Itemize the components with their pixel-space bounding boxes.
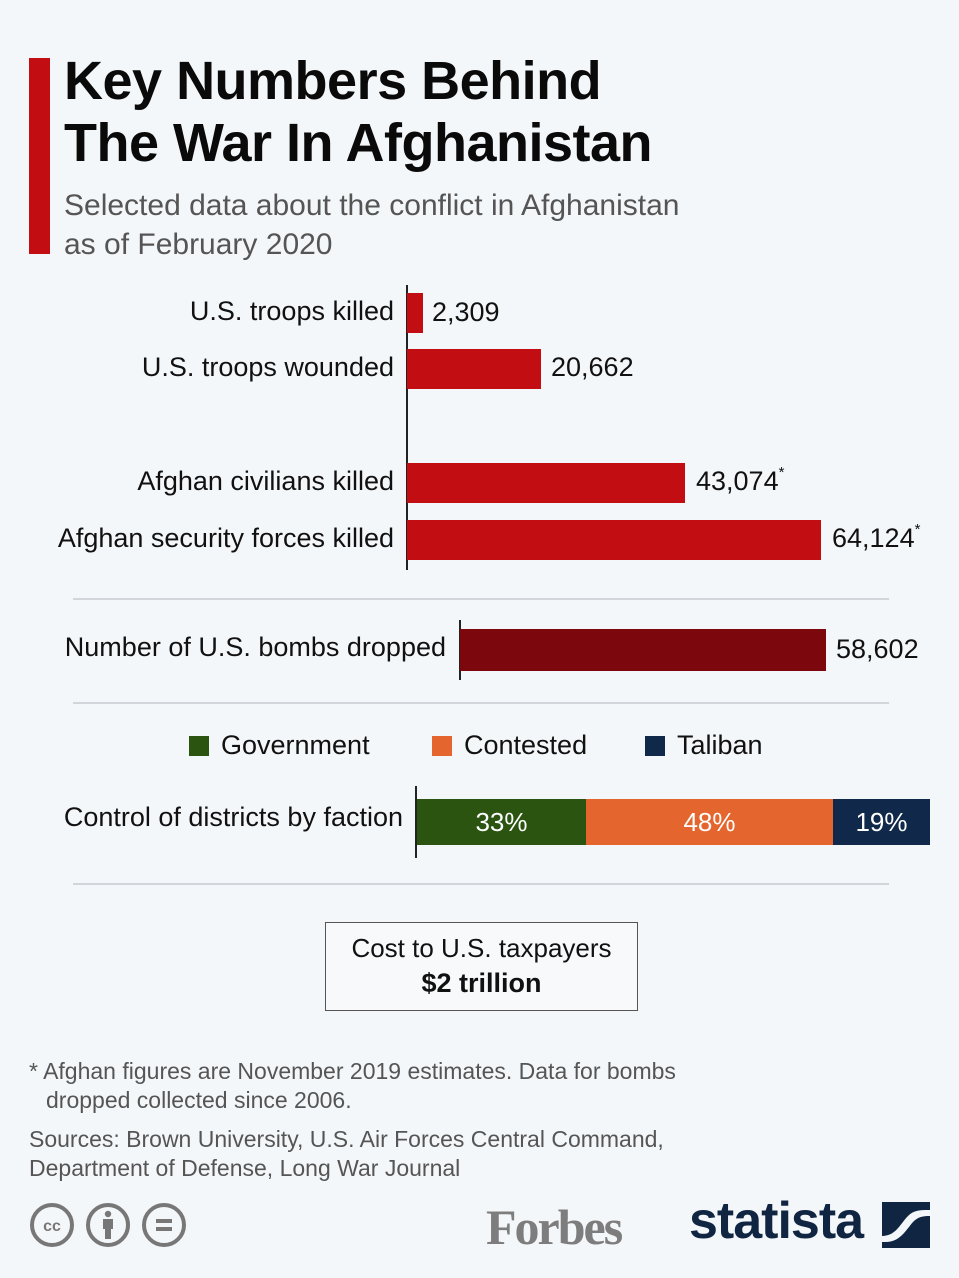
bar-value: 64,124* — [832, 521, 921, 553]
sources-line-1: Sources: Brown University, U.S. Air Forc… — [29, 1126, 664, 1152]
subtitle: Selected data about the conflict in Afgh… — [64, 186, 679, 264]
legend-label: Contested — [464, 730, 588, 760]
segment-taliban: 19% — [833, 799, 930, 845]
footnote-line-1: * Afghan figures are November 2019 estim… — [29, 1058, 676, 1084]
bar-us-troops-wounded — [407, 349, 541, 389]
no-derivatives-icon — [142, 1203, 186, 1247]
cost-label: Cost to U.S. taxpayers — [351, 933, 612, 963]
bar-label: U.S. troops killed — [189, 296, 394, 326]
statista-logo[interactable]: statista — [689, 1192, 864, 1250]
page-title: Key Numbers Behind The War In Afghanista… — [64, 50, 653, 174]
asterisk: * — [914, 521, 921, 538]
taliban-swatch-icon — [645, 735, 665, 756]
license-icons[interactable]: cc — [29, 1202, 187, 1248]
bar-value: 20,662 — [551, 352, 634, 382]
control-stacked-bar: 33% 48% 19% — [417, 799, 930, 845]
divider — [73, 702, 889, 704]
svg-text:cc: cc — [43, 1218, 61, 1235]
subtitle-line-1: Selected data about the conflict in Afgh… — [64, 189, 680, 222]
bar-label: Afghan civilians killed — [137, 466, 394, 496]
segment-government: 33% — [417, 799, 586, 845]
legend-item-contested: Contested — [432, 730, 587, 761]
footnote-line-2: dropped collected since 2006. — [46, 1087, 352, 1113]
bombs-label: Number of U.S. bombs dropped — [64, 632, 446, 662]
legend: Government Contested Taliban — [0, 730, 959, 764]
bar-label: Afghan security forces killed — [57, 523, 394, 553]
forbes-logo: Forbes — [486, 1199, 623, 1255]
bar-label: U.S. troops wounded — [141, 352, 394, 382]
cost-value: $2 trillion — [421, 968, 542, 998]
bar-us-troops-killed — [407, 293, 423, 333]
control-label: Control of districts by faction — [63, 802, 403, 832]
legend-item-government: Government — [189, 730, 370, 761]
title-accent-bar — [29, 58, 50, 254]
bar-value: 43,074* — [696, 464, 785, 496]
bombs-value: 58,602 — [836, 634, 919, 664]
bar-bombs-dropped — [460, 629, 826, 671]
legend-label: Taliban — [677, 730, 763, 760]
divider — [73, 883, 889, 885]
creative-commons-icon: cc — [30, 1203, 74, 1247]
bar-afghan-security-forces-killed — [407, 520, 821, 560]
subtitle-line-2: as of February 2020 — [64, 228, 333, 261]
legend-item-taliban: Taliban — [645, 730, 763, 761]
bar-afghan-civilians-killed — [407, 463, 685, 503]
title-line-1: Key Numbers Behind — [64, 51, 602, 111]
legend-label: Government — [221, 730, 370, 760]
divider — [73, 598, 889, 600]
segment-contested: 48% — [586, 799, 833, 845]
cost-box: Cost to U.S. taxpayers $2 trillion — [325, 922, 638, 1011]
sources: Sources: Brown University, U.S. Air Forc… — [29, 1125, 664, 1183]
bar-value: 2,309 — [432, 297, 500, 327]
asterisk: * — [778, 464, 785, 481]
government-swatch-icon — [189, 735, 209, 756]
sources-line-2: Department of Defense, Long War Journal — [29, 1155, 461, 1181]
footnote: * Afghan figures are November 2019 estim… — [29, 1057, 676, 1115]
contested-swatch-icon — [432, 735, 452, 756]
statista-logo-icon — [882, 1202, 930, 1248]
attribution-icon — [86, 1203, 130, 1247]
casualties-axis — [406, 285, 408, 570]
title-line-2: The War In Afghanistan — [64, 113, 653, 173]
control-axis — [415, 786, 417, 858]
